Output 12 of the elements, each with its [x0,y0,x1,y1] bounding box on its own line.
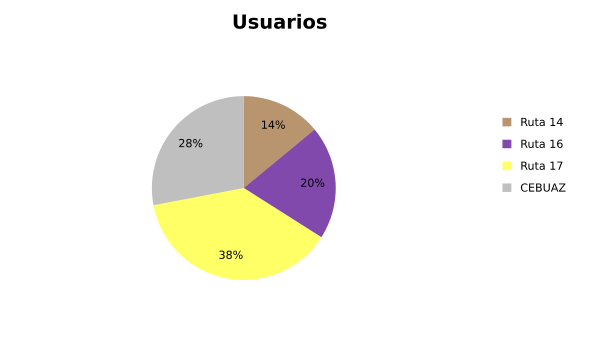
legend-label: Ruta 16 [521,140,563,148]
chart-title: Usuarios [234,14,327,29]
pie-slice [154,188,322,280]
pie-slice [152,96,244,206]
data-label: 14% [262,120,285,129]
data-label: 20% [301,178,324,187]
data-label: 38% [219,250,243,259]
data-label: 28% [179,138,202,148]
legend-label: Ruta 14 [521,118,563,126]
pie-slice [244,129,336,238]
legend-label: Ruta 17 [521,162,562,170]
legend-label: CEBUAZ [520,183,566,192]
